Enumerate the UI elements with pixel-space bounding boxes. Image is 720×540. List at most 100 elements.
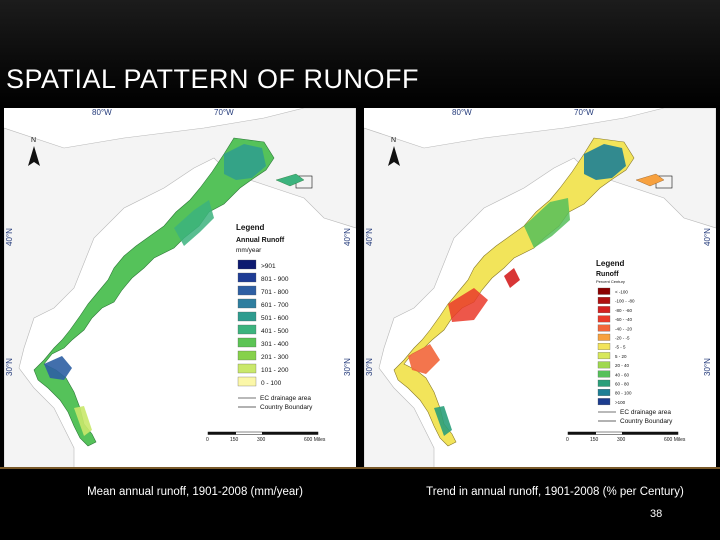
legend-subtitle: Runoff	[596, 271, 619, 278]
legend-label: 601 - 700	[261, 302, 289, 309]
legend-swatch	[597, 333, 611, 341]
graticule-label-40n: 40°N	[365, 228, 374, 246]
legend-label: 801 - 900	[261, 276, 289, 283]
legend-units: Percent Century	[596, 279, 625, 284]
legend-label: -60 - -40	[615, 317, 633, 322]
graticule-label-80w: 80°W	[452, 108, 472, 117]
map-panel-runoff-trend: 80°W 70°W 40°N 30°N 40°N 30°N N Legend R…	[364, 108, 716, 468]
legend-label: 701 - 800	[261, 289, 289, 296]
scale-bar: 0 150 300 600 Miles	[206, 431, 326, 443]
legend-label: 101 - 200	[261, 367, 289, 374]
trend-south-decrease	[448, 288, 488, 322]
trend-coastal-red	[504, 268, 520, 288]
legend-label: 40 - 60	[615, 372, 630, 377]
legend-label: 201 - 300	[261, 354, 289, 361]
legend-swatch	[237, 350, 257, 361]
trend-mid-green	[524, 198, 570, 248]
north-arrow-icon: N	[388, 137, 400, 166]
map-legend: Legend Annual Runoff mm/year >901 801 - 9…	[236, 223, 313, 411]
legend-label: -40 - -20	[615, 326, 633, 331]
legend-line-country: Country Boundary	[260, 404, 313, 411]
legend-label: 5 - 20	[615, 354, 627, 359]
map-mean-runoff: 80°W 70°W 40°N 30°N 40°N 30°N N Legend A…	[4, 108, 356, 468]
legend-label: 60 - 80	[615, 382, 630, 387]
legend-swatch	[597, 297, 611, 304]
map-panel-mean-runoff: 80°W 70°W 40°N 30°N 40°N 30°N N Legend A…	[4, 108, 356, 468]
svg-text:600 Miles: 600 Miles	[664, 437, 686, 443]
legend-swatch	[237, 259, 257, 270]
svg-text:600 Miles: 600 Miles	[304, 437, 326, 443]
graticule-label-70w: 70°W	[214, 108, 234, 117]
divider-line	[0, 467, 720, 469]
slide-title: SPATIAL PATTERN OF RUNOFF	[6, 64, 420, 94]
runoff-northeast-wet	[224, 144, 266, 180]
legend-swatch	[237, 272, 257, 283]
legend-swatch	[237, 363, 257, 374]
legend-label: -80 - -60	[615, 308, 633, 313]
graticule-label-30n-right: 30°N	[703, 358, 712, 376]
legend-label: 80 - 100	[615, 391, 632, 396]
slide-header: SPATIAL PATTERN OF RUNOFF	[0, 0, 720, 108]
legend-line-country: Country Boundary	[620, 418, 673, 425]
svg-text:0: 0	[566, 437, 569, 443]
legend-swatch	[597, 315, 611, 323]
graticule-label-40n: 40°N	[5, 228, 14, 246]
legend-swatch	[237, 324, 257, 335]
svg-text:300: 300	[617, 437, 626, 443]
legend-title: Legend	[596, 259, 625, 268]
runoff-appalachian-band	[174, 200, 214, 246]
graticule-label-80w: 80°W	[92, 108, 112, 117]
legend-swatch	[597, 352, 611, 360]
svg-text:N: N	[391, 137, 396, 144]
legend-swatch	[597, 370, 611, 378]
legend-swatch	[597, 398, 611, 406]
legend-label: 301 - 400	[261, 341, 289, 348]
legend-swatch	[597, 389, 611, 396]
svg-text:N: N	[31, 137, 36, 144]
svg-text:150: 150	[590, 437, 599, 443]
legend-label: 20 - 40	[615, 363, 630, 368]
graticule-label-30n: 30°N	[365, 358, 374, 376]
graticule-label-40n-right: 40°N	[703, 228, 712, 246]
trend-southeast-decrease	[408, 344, 440, 374]
graticule-label-30n-right: 30°N	[343, 358, 352, 376]
legend-swatch	[597, 379, 611, 387]
graticule-label-70w: 70°W	[574, 108, 594, 117]
background-landmass	[364, 108, 716, 468]
legend-line-ec: EC drainage area	[260, 395, 311, 402]
page-number: 38	[650, 508, 663, 520]
legend-swatch	[597, 361, 611, 369]
legend-swatch	[597, 343, 611, 350]
svg-text:300: 300	[257, 437, 266, 443]
north-arrow-icon: N	[28, 137, 40, 166]
svg-text:150: 150	[230, 437, 239, 443]
legend-label: -100 - -80	[615, 299, 635, 304]
legend-swatch	[237, 376, 257, 387]
legend-swatch	[237, 285, 257, 296]
legend-title: Legend	[236, 223, 265, 232]
legend-line-ec: EC drainage area	[620, 409, 671, 416]
legend-label: >100	[615, 400, 626, 405]
graticule-label-40n-right: 40°N	[343, 228, 352, 246]
runoff-florida-dry	[74, 406, 92, 436]
legend-label: -5 - 5	[615, 345, 626, 350]
legend-label: 501 - 600	[261, 315, 289, 322]
legend-label: >901	[261, 263, 276, 270]
legend-swatch	[597, 324, 611, 332]
background-landmass	[4, 108, 356, 468]
runoff-gulf-wet	[44, 356, 72, 380]
map-legend: Legend Runoff Percent Century < -100 -100…	[596, 259, 673, 425]
legend-swatch	[597, 287, 611, 295]
legend-swatch	[237, 298, 257, 309]
legend-swatch	[237, 337, 257, 348]
legend-label: -20 - -5	[615, 336, 630, 341]
trend-florida-increase	[434, 406, 452, 436]
scale-bar: 0 150 300 600 Miles	[566, 431, 686, 443]
legend-units: mm/year	[236, 247, 262, 254]
legend-label: 401 - 500	[261, 328, 289, 335]
map-runoff-trend: 80°W 70°W 40°N 30°N 40°N 30°N N Legend R…	[364, 108, 716, 468]
legend-subtitle: Annual Runoff	[236, 237, 285, 244]
graticule-label-30n: 30°N	[5, 358, 14, 376]
legend-label: 0 - 100	[261, 380, 282, 387]
caption-mean-runoff: Mean annual runoff, 1901-2008 (mm/year)	[87, 486, 303, 498]
